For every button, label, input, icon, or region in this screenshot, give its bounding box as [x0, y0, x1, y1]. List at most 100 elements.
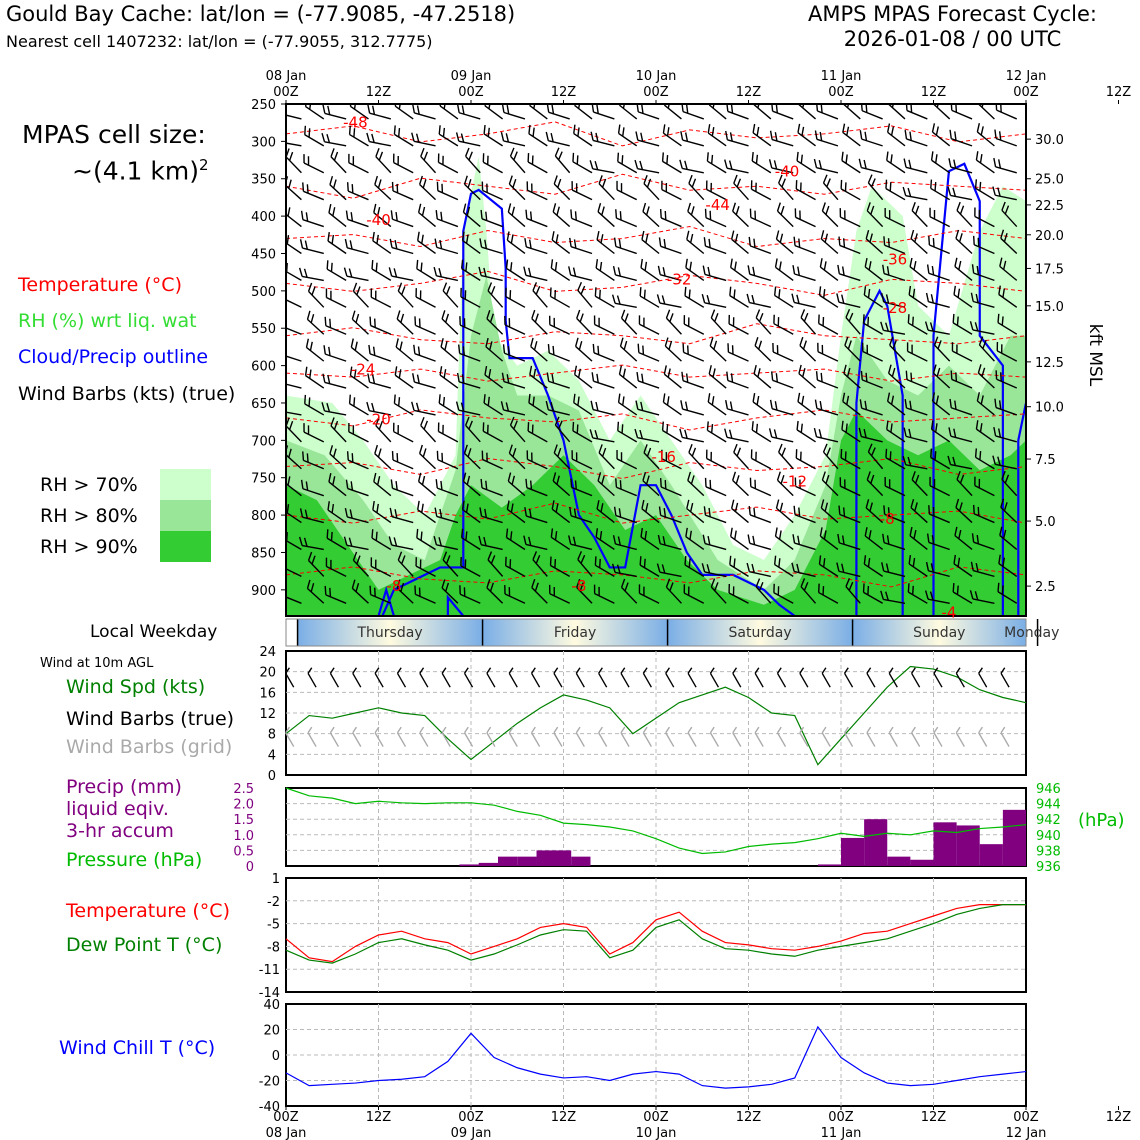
- wind-barb: [887, 364, 906, 389]
- wind-barb-flag: [621, 424, 624, 434]
- wind-barb-flag: [330, 559, 332, 569]
- wind-barb-flag: [368, 344, 371, 354]
- wind-barb-staff: [732, 479, 749, 497]
- pressure-tick-label: 450: [251, 247, 276, 262]
- wind-barb-flag: [641, 230, 645, 240]
- wind-barb: [795, 449, 816, 470]
- wind-barb-flag: [1000, 344, 1003, 354]
- wind-barb-flag: [930, 563, 934, 573]
- wind-barb-staff: [374, 184, 392, 201]
- wind-barb-staff: [929, 216, 951, 228]
- wind-barb-flag: [366, 132, 370, 142]
- wind-barb: [480, 478, 503, 497]
- wind-barb-flag: [838, 505, 841, 515]
- wind-barb-staff: [749, 571, 772, 578]
- wind-barb: [589, 160, 615, 174]
- wind-barb-flag: [371, 374, 376, 384]
- wind-barb: [971, 533, 995, 551]
- wind-barb-staff: [776, 507, 794, 524]
- wind-barb-flag: [468, 151, 473, 161]
- wind-barb-staff: [553, 452, 571, 470]
- wind-barb-flag: [591, 372, 595, 382]
- wind-barb-flag: [599, 261, 603, 271]
- wind-barb-flag: [845, 154, 848, 164]
- wind-barb-flag: [822, 443, 828, 453]
- wind-barb-flag: [528, 536, 532, 546]
- wind-barb-flag: [441, 310, 446, 320]
- wind-barb-flag: [1004, 474, 1010, 484]
- wind-barb-staff: [508, 452, 526, 470]
- wind-barb-flag: [468, 420, 473, 430]
- wind-barb-staff: [438, 430, 459, 443]
- wind-barb: [775, 230, 794, 255]
- wind-barb: [836, 293, 861, 308]
- wind-barb-staff: [821, 479, 839, 497]
- wind-barb: [546, 372, 570, 389]
- wind-barb-flag: [755, 423, 759, 433]
- wind-barb: [460, 259, 481, 281]
- wind-barb-flag: [774, 527, 778, 537]
- wind-barb-staff: [863, 591, 883, 604]
- wind-barb-flag: [485, 480, 488, 490]
- wind-barb-staff: [774, 563, 794, 577]
- wind-barb-flag: [576, 309, 581, 319]
- wind-barb-flag: [997, 159, 1002, 169]
- surface-wind-barb-flag: [575, 667, 581, 674]
- wind-barb: [508, 444, 526, 470]
- wind-barb-flag: [931, 535, 935, 545]
- wind-barb-flag: [997, 187, 1001, 197]
- wind-barb-staff: [328, 481, 347, 497]
- wind-barb: [751, 152, 772, 174]
- wind-barb-flag: [547, 344, 550, 354]
- wind-barb: [414, 316, 436, 335]
- wind-barb: [882, 533, 906, 551]
- wind-barb: [994, 129, 1017, 147]
- temperature-ytick-label: -5: [267, 918, 280, 933]
- wind-barb-flag: [304, 509, 308, 519]
- wind-barb-flag: [841, 151, 844, 161]
- wind-barb-staff: [617, 160, 638, 174]
- wind-barb-staff: [929, 244, 950, 255]
- wind-barb: [778, 174, 794, 201]
- wind-barb: [792, 534, 816, 551]
- wind-barb-flag: [707, 124, 711, 134]
- wind-barb-flag: [796, 563, 800, 573]
- wind-barb-flag: [306, 184, 309, 194]
- wind-barb: [977, 364, 995, 389]
- wind-barb-staff: [326, 537, 347, 551]
- wind-barb-flag: [575, 452, 578, 462]
- wind-barb: [924, 590, 950, 604]
- wind-barb-flag: [396, 453, 399, 463]
- wind-barb-flag: [580, 554, 586, 564]
- wind-barb-flag: [287, 207, 291, 217]
- top-axis-hour-label: 12Z: [551, 85, 577, 100]
- top-axis-date-label: 10 Jan: [636, 69, 677, 84]
- wind-barb-flag: [413, 344, 416, 354]
- wind-barb-flag: [911, 585, 914, 595]
- wind-barb-flag: [822, 558, 826, 568]
- wind-barb: [880, 590, 906, 604]
- wind-barb: [881, 562, 906, 578]
- wind-barb-staff: [884, 216, 906, 228]
- surface-wind-barb-flag: [978, 726, 983, 734]
- wind-barb: [950, 370, 973, 389]
- wind-barb-staff: [905, 435, 928, 443]
- wind-barb-flag: [513, 420, 518, 430]
- wind-barb-staff: [928, 301, 950, 308]
- wind-barb-flag: [356, 286, 361, 296]
- wind-barb-flag: [864, 131, 868, 141]
- surface-wind-barb-flag: [955, 726, 961, 734]
- wind-barb: [569, 237, 593, 255]
- wind-barb-flag: [778, 261, 782, 271]
- wind-barb: [818, 555, 839, 577]
- wind-barb-staff: [973, 513, 995, 524]
- wind-barb-flag: [770, 104, 774, 112]
- temperature-contour: [286, 409, 1026, 431]
- wind-barb-flag: [862, 583, 865, 593]
- wind-barb-staff: [575, 345, 593, 362]
- wind-barb-flag: [442, 282, 448, 292]
- wind-barb-flag: [304, 104, 308, 107]
- wind-barb-flag: [397, 425, 399, 435]
- wind-barb: [932, 104, 951, 120]
- wind-barb-flag: [907, 456, 912, 466]
